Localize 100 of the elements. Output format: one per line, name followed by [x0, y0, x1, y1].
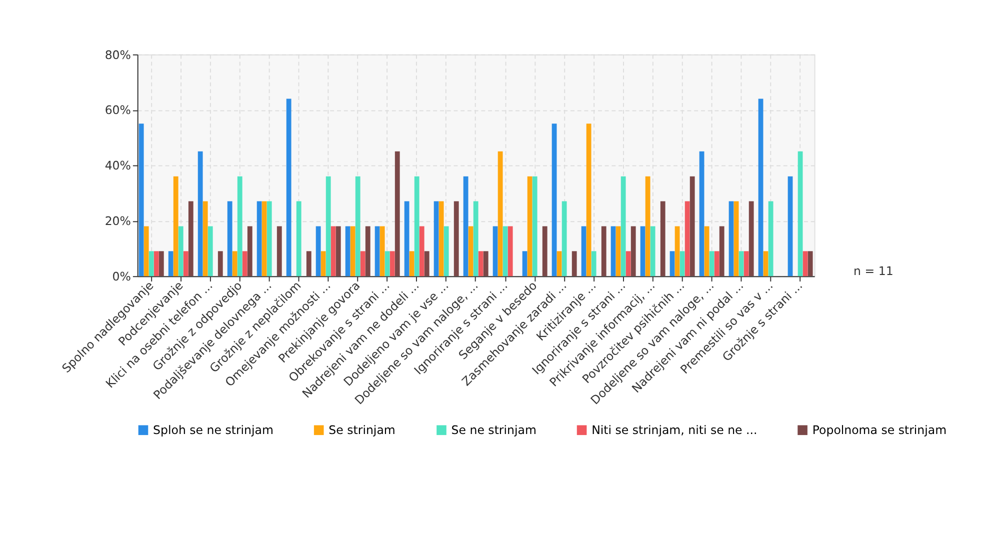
bar	[148, 251, 154, 276]
bar	[616, 226, 621, 276]
bar	[242, 251, 248, 276]
bar	[198, 151, 203, 276]
bar	[645, 176, 650, 276]
bar	[798, 151, 803, 276]
y-tick-label: 80%	[104, 48, 131, 62]
bar	[138, 124, 144, 276]
bar	[208, 226, 213, 276]
bar	[237, 176, 242, 276]
bar	[276, 226, 282, 276]
bar	[492, 226, 498, 276]
bar	[586, 124, 592, 276]
bar	[296, 201, 302, 276]
bar	[728, 201, 734, 276]
bar	[414, 176, 420, 276]
bar	[552, 124, 557, 276]
legend-label: Popolnoma se strinjam	[812, 423, 947, 438]
y-tick-label: 20%	[104, 214, 131, 228]
bar	[478, 251, 484, 276]
bar	[763, 251, 768, 276]
bar	[227, 201, 232, 276]
bar	[380, 226, 385, 276]
bar	[601, 226, 606, 276]
bar	[473, 201, 478, 276]
bar	[734, 201, 739, 276]
bar	[483, 251, 488, 276]
bar	[266, 201, 272, 276]
bar	[350, 226, 356, 276]
bar	[404, 201, 410, 276]
bar	[768, 201, 774, 276]
bar	[758, 98, 764, 276]
bar	[336, 226, 341, 276]
bar	[424, 251, 430, 276]
bar	[610, 226, 616, 276]
bar	[438, 201, 444, 276]
bar	[690, 176, 695, 276]
bar	[709, 251, 714, 276]
bar	[158, 251, 164, 276]
bar	[572, 251, 577, 276]
bar	[218, 251, 223, 276]
bar	[247, 226, 252, 276]
bar	[670, 251, 675, 276]
bar	[542, 226, 548, 276]
bar	[704, 226, 710, 276]
bar	[508, 226, 513, 276]
text: n = 11	[854, 264, 894, 278]
bar	[581, 226, 586, 276]
bar	[808, 251, 813, 276]
bar	[374, 226, 380, 276]
bar	[183, 251, 188, 276]
bar	[355, 176, 360, 276]
bar	[744, 251, 749, 276]
bar	[674, 226, 680, 276]
bar	[532, 176, 538, 276]
y-tick-label: 60%	[104, 103, 131, 118]
bar	[409, 251, 414, 276]
bar	[556, 251, 562, 276]
bar	[630, 226, 636, 276]
bar	[699, 151, 704, 276]
bar	[640, 226, 646, 276]
legend-label: Se ne strinjam	[451, 423, 536, 438]
bar	[562, 201, 567, 276]
bar	[748, 201, 754, 276]
bar	[788, 176, 793, 276]
bar	[144, 226, 149, 276]
bar	[306, 251, 312, 276]
bar	[419, 226, 424, 276]
bar	[202, 201, 208, 276]
bar	[502, 226, 508, 276]
bar	[434, 201, 439, 276]
legend-label: Sploh se ne strinjam	[153, 423, 274, 438]
bar	[286, 98, 292, 276]
legend-label: Niti se strinjam, niti se ne ...	[592, 423, 758, 438]
bar	[802, 251, 808, 276]
bar	[463, 176, 468, 276]
bar	[178, 226, 184, 276]
bar	[262, 201, 267, 276]
bar	[522, 251, 528, 276]
legend-label: Se strinjam	[328, 423, 396, 438]
bar	[650, 226, 656, 276]
y-tick-label: 0%	[112, 270, 131, 284]
bar	[154, 251, 159, 276]
bar	[168, 251, 174, 276]
bar	[454, 201, 459, 276]
bar	[320, 251, 326, 276]
bar	[316, 226, 321, 276]
bar	[360, 251, 366, 276]
bar	[714, 251, 720, 276]
bar	[256, 201, 262, 276]
bar	[365, 226, 370, 276]
bar	[394, 151, 400, 276]
bar	[498, 151, 503, 276]
bar	[330, 226, 336, 276]
bar	[468, 226, 474, 276]
bar	[173, 176, 178, 276]
bar	[326, 176, 331, 276]
bar	[680, 251, 685, 276]
bar	[390, 251, 395, 276]
bar	[444, 226, 449, 276]
